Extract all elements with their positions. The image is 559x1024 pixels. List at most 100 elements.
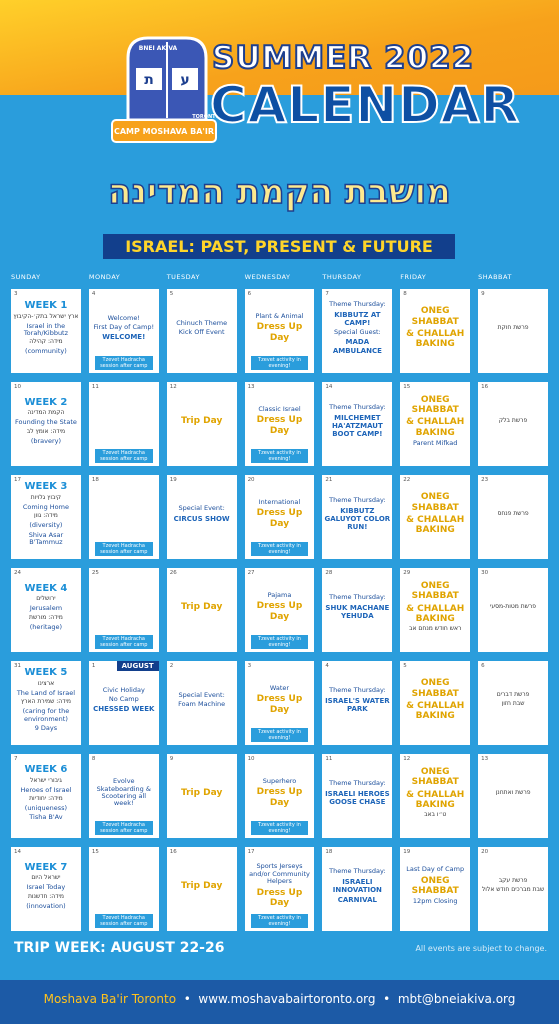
cell-content [91, 859, 157, 913]
date: 14 [325, 384, 333, 390]
cell-text: MILCHEMET HA'ATZMAUT BOOT CAMP! [331, 413, 383, 438]
date: 30 [481, 570, 489, 576]
day-cell: 14 WEEK 7 ישראל היום Israel Today מידה: חדשנ… [11, 847, 81, 931]
cell-text: Coming Home [22, 502, 69, 511]
cell-text: ONEG SHABBAT [411, 678, 459, 699]
cell-content: Trip Day [169, 580, 235, 634]
cell-text: ONEG SHABBAT [411, 492, 459, 513]
date: 19 [169, 477, 177, 483]
cell-content: WEEK 4 ירושלים Jerusalem מידה: מורשת (herita… [13, 580, 79, 634]
camp-logo: ת ע BNEI AKIVA CAMP MOSHAVA BA'IR TORONT… [111, 36, 220, 143]
day-cell: 4 Theme Thursday: ISRAEL'S WATER PARK [322, 661, 393, 745]
day-cell: 5 Chinuch Theme Kick Off Event [166, 289, 237, 373]
day-cell: 12 Trip Day [166, 382, 237, 466]
day-name: MONDAY [88, 273, 121, 281]
badge: Tzevet Hadracha session after camp [94, 914, 153, 928]
cell-text: Dress Up Day [256, 787, 303, 808]
day-cell: 16 פרשת בלק [478, 382, 548, 466]
cell-content: ONEG SHABBAT & CHALLAH BAKING [402, 673, 468, 727]
day-cell: 13 פרשת ואתחנן [478, 754, 548, 838]
date: 23 [481, 477, 489, 483]
date: 18 [325, 849, 333, 855]
cell-content [91, 394, 157, 448]
badge: Tzevet Hadracha session after camp [94, 449, 153, 463]
date: 7 [14, 756, 18, 762]
day-cell: 6 פרשת דברים שבת חזון [478, 661, 548, 745]
cell-text: WEEK 3 [24, 481, 68, 493]
footer-website[interactable]: www.moshavabairtoronto.org [198, 992, 376, 1006]
cell-text: Theme Thursday: [329, 686, 386, 695]
day-cell: 27 Pajama Dress Up Day Tzevet activity in e… [244, 568, 315, 652]
cell-text: Trip Day [180, 880, 223, 891]
separator: • [179, 992, 199, 1006]
badge: Tzevet Hadracha session after camp [94, 542, 153, 556]
cell-content: Welcome! First Day of Camp! WELCOME! [91, 301, 157, 355]
cell-content: Pajama Dress Up Day [247, 580, 313, 634]
cell-text: פרשת פנחס [497, 509, 529, 517]
cell-text: KIBBUTZ AT CAMP! [334, 310, 381, 327]
cell-content: Evolve Skateboarding & Scootering all we… [91, 766, 157, 820]
cell-text: Last Day of Camp [406, 865, 465, 874]
cell-text: ISRAELI INNOVATION [332, 877, 382, 894]
day-cell: 17 Sports Jerseys and/or Community Helper… [244, 847, 315, 931]
day-cell: 19 Last Day of Camp ONEG SHABBAT 12pm Closi… [400, 847, 471, 931]
cell-content: Last Day of Camp ONEG SHABBAT 12pm Closing [402, 859, 468, 913]
cell-text: 9 Days [34, 724, 58, 733]
date: 12 [403, 756, 411, 762]
day-cell: 3 Water Dress Up Day Tzevet activity in eve… [244, 661, 315, 745]
cell-text: מידה: מורשת [29, 613, 63, 621]
day-cell: 12 ONEG SHABBAT & CHALLAH BAKING ט״ו באב [400, 754, 471, 838]
day-cell: 9 פרשת חוקת [478, 289, 548, 373]
date: 10 [14, 384, 21, 390]
date: 8 [403, 291, 407, 297]
badge: Tzevet Hadracha session after camp [94, 821, 153, 835]
cell-text: Theme Thursday: [329, 300, 386, 309]
cell-text: No Camp [108, 694, 139, 703]
badge: Tzevet Hadracha session after camp [94, 635, 153, 649]
date: 3 [14, 291, 18, 297]
calendar-title: CALENDAR [209, 75, 520, 135]
summer-title: SUMMER 2022 [211, 39, 475, 77]
cell-text: Dress Up Day [256, 415, 303, 436]
cell-text: ONEG SHABBAT [411, 580, 459, 602]
cell-content: WEEK 1 ארץ ישראל בתק׳-הקיבוץ Israel in the… [13, 300, 79, 355]
day-cell: 18 Tzevet Hadracha session after camp [88, 475, 159, 559]
cell-text: & CHALLAH BAKING [406, 417, 465, 438]
date: 5 [403, 663, 407, 669]
cell-text: Pajama [267, 590, 292, 599]
logo-box [136, 68, 162, 90]
cell-text: ONEG SHABBAT [411, 394, 459, 415]
day-cell: 9 Trip Day [166, 754, 237, 838]
date: 27 [247, 570, 255, 576]
cell-text: ONEG SHABBAT [411, 875, 459, 896]
cell-text: (diversity) [29, 521, 63, 530]
day-cell: 15 ONEG SHABBAT & CHALLAH BAKING Parent Mif… [400, 382, 471, 466]
date: 13 [481, 756, 489, 762]
cell-text: Special Guest: [333, 328, 381, 336]
date: 31 [14, 663, 21, 669]
date: 13 [247, 384, 255, 390]
cell-content: Trip Day [169, 859, 235, 913]
day-cell: 10 WEEK 2 הקמת המדינה Founding the State מיד… [11, 382, 81, 466]
cell-text: Special Event: [178, 690, 225, 699]
cell-text: (uniqueness) [24, 803, 68, 812]
cell-text: Theme Thursday: [329, 496, 386, 505]
cell-content: Classic Israel Dress Up Day [247, 394, 313, 448]
cell-text: מידה: שמירת הארץ [20, 698, 71, 706]
date: 9 [169, 756, 174, 762]
date: 19 [403, 849, 411, 855]
cell-text: Theme Thursday: [329, 867, 386, 876]
footer-email[interactable]: mbt@bneiakiva.org [397, 992, 516, 1006]
day-cell: 7 WEEK 6 גיבורי ישראל Heroes of Israel מידה:… [11, 754, 81, 838]
date: 29 [403, 570, 411, 576]
day-cell: 15 Tzevet Hadracha session after camp [88, 847, 159, 931]
day-cell: 19 Special Event: CIRCUS SHOW [166, 475, 237, 559]
cell-text: Dress Up Day [256, 887, 303, 909]
cell-text: WEEK 2 [24, 396, 68, 408]
cell-text: ט״ו באב [424, 811, 447, 819]
logo-top-text: BNEI AKIVA [139, 45, 178, 52]
cell-text: Founding the State [14, 418, 77, 427]
cell-text: (bravery) [30, 436, 62, 445]
cell-text: Shiva Asar B'Tammuz [28, 530, 64, 547]
date: 17 [14, 477, 21, 483]
